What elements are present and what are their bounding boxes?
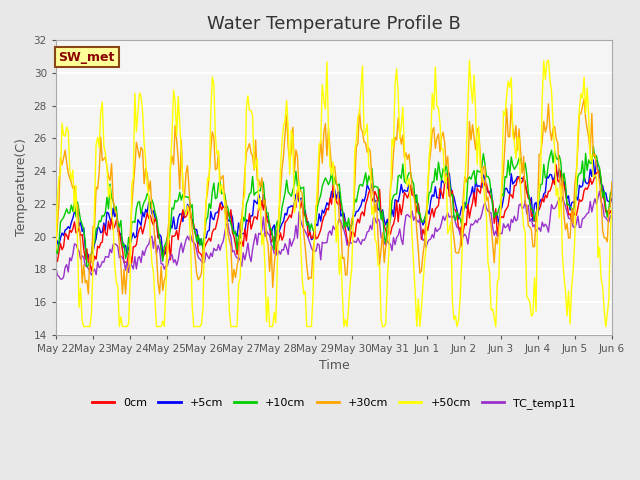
Title: Water Temperature Profile B: Water Temperature Profile B <box>207 15 461 33</box>
Y-axis label: Temperature(C): Temperature(C) <box>15 138 28 236</box>
X-axis label: Time: Time <box>319 360 349 372</box>
Legend: 0cm, +5cm, +10cm, +30cm, +50cm, TC_temp11: 0cm, +5cm, +10cm, +30cm, +50cm, TC_temp1… <box>88 393 580 413</box>
Text: SW_met: SW_met <box>59 51 115 64</box>
